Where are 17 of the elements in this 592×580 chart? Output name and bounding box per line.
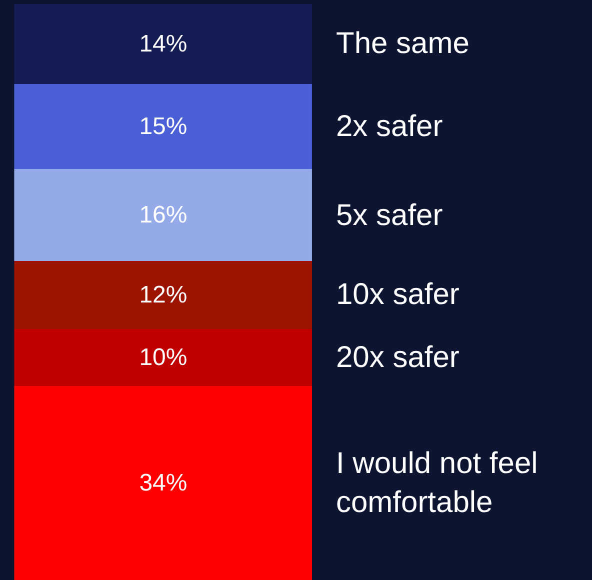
series-label: 20x safer	[336, 341, 460, 374]
series-label: 2x safer	[336, 110, 443, 143]
data-label: 10%	[139, 344, 188, 371]
series-label: 10x safer	[336, 278, 460, 311]
bar	[14, 169, 312, 261]
bar	[14, 84, 312, 169]
series-label: 5x safer	[336, 199, 443, 232]
data-label: 12%	[139, 282, 188, 308]
data-label: 16%	[139, 202, 188, 228]
data-label: 34%	[139, 470, 188, 496]
bar	[14, 261, 312, 329]
bar	[14, 329, 312, 386]
series-label: I would not feel comfortable	[336, 447, 538, 519]
series-label: The same	[336, 27, 470, 60]
data-label: 15%	[139, 113, 188, 140]
bar	[14, 4, 312, 84]
data-label: 14%	[139, 30, 188, 58]
